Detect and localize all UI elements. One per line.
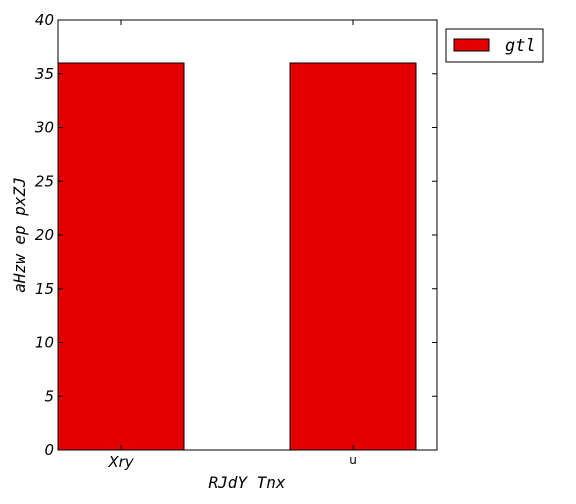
y-tick-label: 25 <box>35 172 54 190</box>
y-tick-label: 15 <box>35 280 54 298</box>
bars-group <box>57 62 417 451</box>
x-tick-label: Xry <box>107 453 134 471</box>
y-tick-label: 5 <box>44 387 54 405</box>
x-axis-label: RJdY Tnx <box>208 473 285 492</box>
y-tick-label: 0 <box>44 441 54 459</box>
legend-swatch <box>453 38 490 52</box>
y-tick-label: 40 <box>35 11 54 29</box>
y-axis-ticks: 0 5 10 15 20 25 30 35 40 <box>35 11 437 459</box>
y-axis-label: aHzw ep pxZJ <box>10 177 29 293</box>
x-axis-ticks: Xry u <box>107 20 357 471</box>
y-tick-label: 20 <box>35 226 54 244</box>
legend-label: gtl <box>505 36 536 56</box>
y-tick-label: 35 <box>35 65 54 83</box>
y-tick-label: 30 <box>35 119 54 137</box>
y-tick-label: 10 <box>35 334 54 352</box>
x-tick-label: u <box>349 453 357 467</box>
bar-Xry <box>57 62 185 451</box>
bar-u <box>289 62 417 451</box>
legend: gtl <box>445 28 544 63</box>
